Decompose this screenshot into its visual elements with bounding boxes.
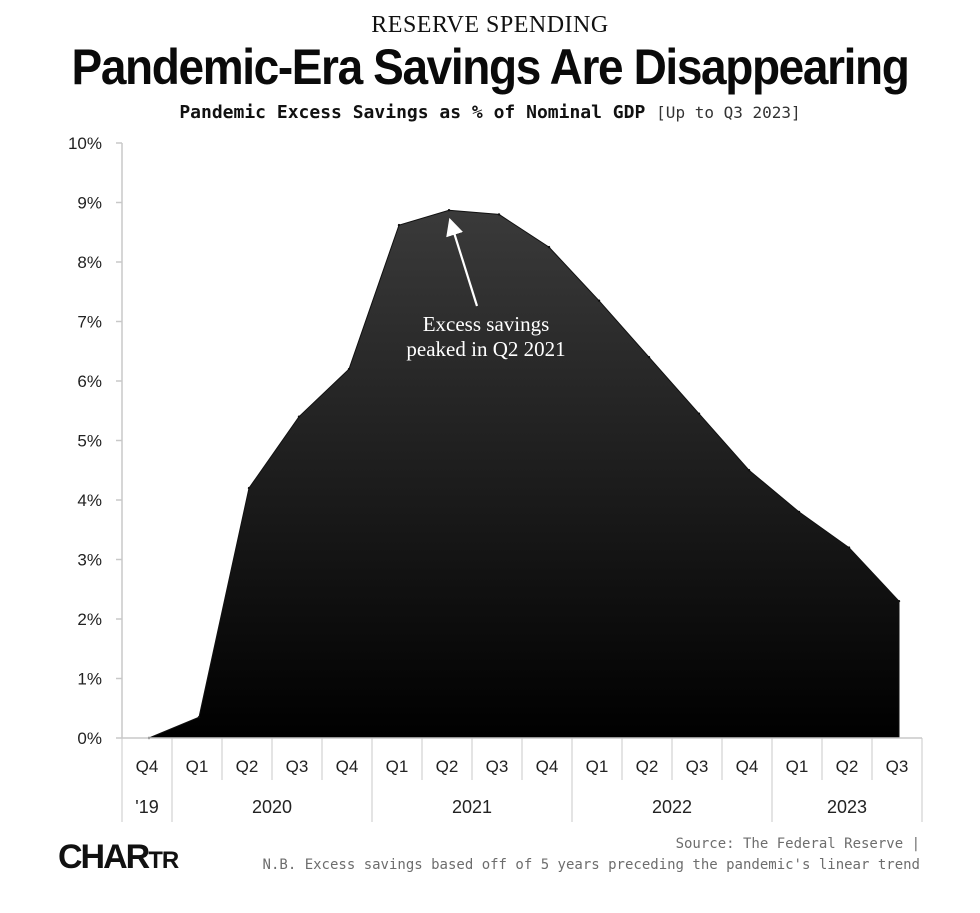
x-tick-label: Q2: [236, 757, 259, 776]
x-tick-label: Q1: [586, 757, 609, 776]
y-tick-label: 5%: [77, 432, 102, 451]
x-tick-label: Q2: [636, 757, 659, 776]
year-label: '19: [135, 797, 158, 817]
annotation-arrow: [446, 217, 479, 307]
subtitle-main: Pandemic Excess Savings as % of Nominal …: [179, 102, 646, 123]
data-point-9: [597, 299, 601, 302]
series-area: [148, 209, 900, 739]
x-tick-label: Q4: [136, 757, 159, 776]
y-tick-label: 6%: [77, 372, 102, 391]
annotation-text: peaked in Q2 2021: [406, 337, 565, 361]
area-chart: 0% 1% 2% 3% 4% 5% 6% 7% 8% 9% 10% Q4 Q1 Q2 Q3 Q4 Q1 Q2 Q3…: [68, 134, 923, 822]
data-point-1: [197, 715, 201, 719]
source-text: Source: The Federal Reserve |: [675, 836, 920, 852]
subtitle-note: [Up to Q3 2023]: [656, 103, 801, 122]
x-tick-label: Q4: [736, 757, 759, 776]
y-tick-label: 2%: [77, 610, 102, 629]
x-tick-label: Q1: [386, 757, 409, 776]
x-tick-label: Q1: [786, 757, 809, 776]
year-label: 2021: [452, 797, 492, 817]
method-note: N.B. Excess savings based off of 5 years…: [262, 857, 920, 873]
data-point-4: [347, 367, 351, 371]
data-point-14: [847, 546, 851, 549]
data-point-12: [747, 469, 751, 472]
year-label: 2023: [827, 797, 867, 817]
x-tick-label: Q2: [436, 757, 459, 776]
y-tick-label: 10%: [68, 134, 102, 153]
y-tick-label: 8%: [77, 253, 102, 272]
year-label: 2022: [652, 797, 692, 817]
y-tick-label: 9%: [77, 194, 102, 213]
y-tick-label: 1%: [77, 670, 102, 689]
y-tick-label: 7%: [77, 313, 102, 332]
chart-subtitle: Pandemic Excess Savings as % of Nominal …: [0, 102, 980, 123]
x-tick-label: Q3: [486, 757, 509, 776]
data-point-5: [397, 223, 401, 227]
x-tick-label: Q3: [286, 757, 309, 776]
data-point-7: [497, 213, 501, 216]
x-tick-label: Q3: [686, 757, 709, 776]
data-point-15: [897, 599, 901, 603]
year-label: 2020: [252, 797, 292, 817]
data-point-13: [797, 510, 801, 514]
x-tick-label: Q3: [886, 757, 909, 776]
data-point-2: [247, 486, 251, 490]
y-tick-label: 0%: [77, 729, 102, 748]
data-point-11: [697, 412, 701, 415]
y-tick-label: 3%: [77, 551, 102, 570]
annotation-text: Excess savings: [423, 312, 550, 336]
chart-title: Pandemic-Era Savings Are Disappearing: [71, 39, 910, 95]
data-point-6: [447, 209, 451, 212]
x-tick-label: Q1: [186, 757, 209, 776]
y-tick-label: 4%: [77, 491, 102, 510]
chart-kicker: RESERVE SPENDING: [371, 12, 609, 38]
chartr-logo: CHARTR: [58, 838, 179, 877]
data-point-8: [547, 245, 551, 249]
source-note: Source: The Federal Reserve | N.B. Exces…: [263, 834, 920, 876]
x-tick-label: Q2: [836, 757, 859, 776]
logo-main: CHAR: [58, 838, 150, 876]
data-point-10: [647, 356, 651, 359]
logo-tail: TR: [148, 847, 179, 874]
data-point-3: [297, 415, 301, 418]
x-tick-label: Q4: [536, 757, 559, 776]
x-tick-label: Q4: [336, 757, 359, 776]
